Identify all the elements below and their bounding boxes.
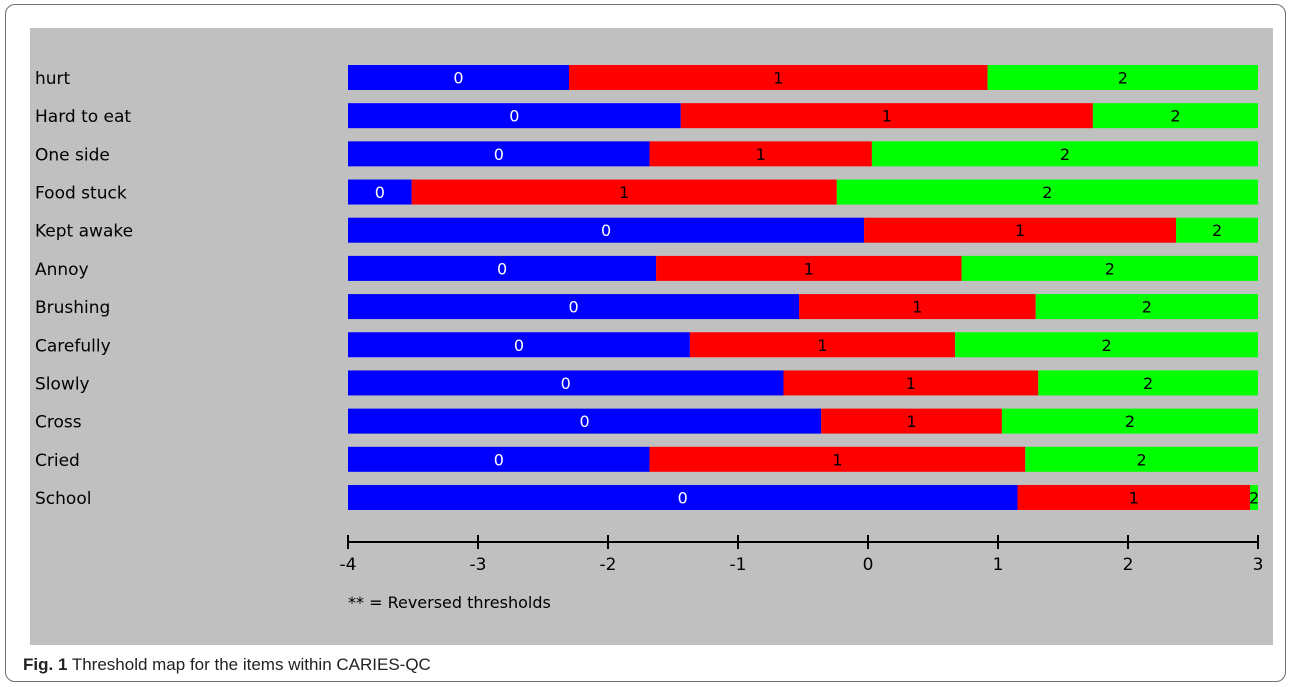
row-label: hurt xyxy=(35,69,71,89)
segment-label: 0 xyxy=(494,145,504,164)
bar-segment-0 xyxy=(348,65,569,90)
bar-segment-0 xyxy=(348,446,650,472)
bar-segment-1 xyxy=(569,65,988,90)
segment-label: 0 xyxy=(561,374,571,393)
x-tick-label: 0 xyxy=(863,555,874,575)
bar-segment-2 xyxy=(836,179,1258,205)
bar-segment-1 xyxy=(680,103,1093,129)
segment-label: 2 xyxy=(1249,488,1259,507)
x-tick-label: 2 xyxy=(1123,555,1134,575)
segment-label: 0 xyxy=(601,221,611,240)
bar-segment-1 xyxy=(1017,484,1251,510)
row-label: Hard to eat xyxy=(35,107,131,127)
bar-segment-0 xyxy=(348,408,822,434)
row-label: Kept awake xyxy=(35,222,133,242)
segment-label: 1 xyxy=(906,412,916,431)
bar-segment-0 xyxy=(348,484,1018,510)
x-tick-label: -1 xyxy=(730,555,747,575)
segment-label: 1 xyxy=(906,374,916,393)
segment-label: 0 xyxy=(494,450,504,469)
bar-segment-2 xyxy=(1038,370,1258,396)
bar-segment-1 xyxy=(649,446,1026,472)
figure-caption: Fig. 1 Threshold map for the items withi… xyxy=(23,655,431,675)
segment-label: 2 xyxy=(1060,145,1070,164)
bar-segment-2 xyxy=(1092,103,1258,129)
segment-label: 1 xyxy=(804,259,814,278)
segment-label: 0 xyxy=(509,107,519,126)
bar-segment-1 xyxy=(799,294,1036,320)
segment-label: 2 xyxy=(1118,69,1128,88)
bar-segment-2 xyxy=(1001,408,1258,434)
bar-segment-0 xyxy=(348,217,865,243)
bar-segment-2 xyxy=(955,332,1258,358)
bar-segment-0 xyxy=(348,179,412,205)
segment-label: 2 xyxy=(1142,298,1152,317)
segment-label: 2 xyxy=(1143,374,1153,393)
bar-segment-1 xyxy=(689,332,956,358)
segment-label: 1 xyxy=(773,69,783,88)
segment-label: 2 xyxy=(1137,450,1147,469)
bar-segment-2 xyxy=(1176,217,1258,243)
bar-segment-1 xyxy=(649,141,872,167)
segment-label: 2 xyxy=(1170,107,1180,126)
segment-label: 1 xyxy=(1015,221,1025,240)
x-tick-label: -3 xyxy=(470,555,487,575)
segment-label: 0 xyxy=(497,259,507,278)
segment-label: 0 xyxy=(580,412,590,431)
bar-segment-0 xyxy=(348,141,650,167)
footnote: ** = Reversed thresholds xyxy=(348,593,551,612)
segment-label: 1 xyxy=(912,298,922,317)
x-tick-label: 1 xyxy=(993,555,1004,575)
segment-label: 0 xyxy=(678,488,688,507)
x-tick-label: 3 xyxy=(1253,555,1264,575)
bar-segment-0 xyxy=(348,103,681,129)
segment-label: 2 xyxy=(1042,183,1052,202)
segment-label: 1 xyxy=(1129,488,1139,507)
row-label: Food stuck xyxy=(35,184,127,204)
segment-label: 2 xyxy=(1212,221,1222,240)
bar-segment-2 xyxy=(1035,294,1258,320)
segment-label: 1 xyxy=(817,336,827,355)
segment-label: 0 xyxy=(514,336,524,355)
bar-segment-2 xyxy=(961,255,1258,281)
bar-segment-0 xyxy=(348,370,784,396)
bar-segment-0 xyxy=(348,332,690,358)
row-label: One side xyxy=(35,145,110,165)
segment-label: 0 xyxy=(453,69,463,88)
row-label: Slowly xyxy=(35,374,90,394)
segment-label: 1 xyxy=(882,107,892,126)
x-tick-label: -2 xyxy=(600,555,617,575)
bar-segment-0 xyxy=(348,294,800,320)
bar-segment-1 xyxy=(783,370,1039,396)
bar-segment-1 xyxy=(864,217,1177,243)
chart-panel: hurt 0 1 2 Hard to eat 0 1 2 One side 0 1 2 Food stu… xyxy=(30,28,1273,645)
segment-label: 1 xyxy=(832,450,842,469)
row-label: Cried xyxy=(35,451,80,471)
segment-label: 0 xyxy=(568,298,578,317)
bar-segment-1 xyxy=(821,408,1002,434)
segment-label: 1 xyxy=(619,183,629,202)
x-tick-label: -4 xyxy=(340,555,357,575)
segment-label: 2 xyxy=(1105,259,1115,278)
segment-label: 2 xyxy=(1101,336,1111,355)
segment-label: 1 xyxy=(756,145,766,164)
segment-label: 0 xyxy=(375,183,385,202)
bar-segment-2 xyxy=(987,65,1258,90)
row-label: Carefully xyxy=(35,336,111,356)
bar-segment-2 xyxy=(1025,446,1258,472)
row-label: Annoy xyxy=(35,260,89,280)
bar-segment-1 xyxy=(656,255,962,281)
row-label: Brushing xyxy=(35,298,110,318)
segment-label: 2 xyxy=(1125,412,1135,431)
bar-segment-0 xyxy=(348,255,657,281)
bar-segment-1 xyxy=(411,179,837,205)
caption-text: Threshold map for the items within CARIE… xyxy=(71,655,431,674)
bar-segment-2 xyxy=(1250,484,1258,510)
bar-segment-2 xyxy=(871,141,1258,167)
caption-label: Fig. 1 xyxy=(23,655,68,674)
row-label: School xyxy=(35,489,91,509)
row-label: Cross xyxy=(35,413,82,433)
